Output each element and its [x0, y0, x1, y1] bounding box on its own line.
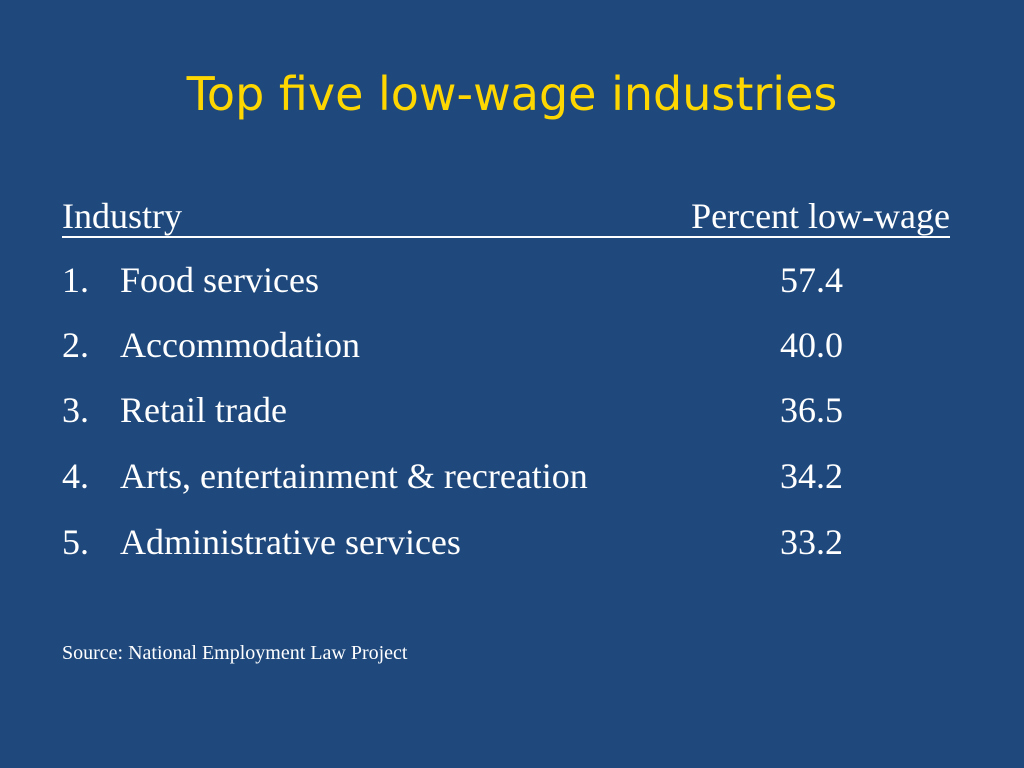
- row-industry: Retail trade: [120, 390, 287, 430]
- header-industry: Industry: [62, 196, 182, 236]
- table-header: Industry Percent low-wage: [62, 196, 950, 238]
- row-percent: 34.2: [780, 456, 843, 496]
- table-row: 1. Food services 57.4: [62, 260, 962, 300]
- source-citation: Source: National Employment Law Project: [62, 642, 408, 664]
- row-industry: Accommodation: [120, 325, 360, 365]
- row-industry: Administrative services: [120, 522, 461, 562]
- row-number: 3.: [62, 390, 89, 430]
- row-industry: Food services: [120, 260, 319, 300]
- table-row: 4. Arts, entertainment & recreation 34.2: [62, 456, 962, 496]
- row-percent: 57.4: [780, 260, 843, 300]
- row-number: 4.: [62, 456, 89, 496]
- slide-title: Top five low-wage industries: [186, 67, 838, 121]
- row-percent: 36.5: [780, 390, 843, 430]
- row-number: 2.: [62, 325, 89, 365]
- row-industry: Arts, entertainment & recreation: [120, 456, 588, 496]
- header-percent-low-wage: Percent low-wage: [691, 196, 950, 236]
- table-row: 5. Administrative services 33.2: [62, 522, 962, 562]
- row-number: 1.: [62, 260, 89, 300]
- table-row: 3. Retail trade 36.5: [62, 390, 962, 430]
- row-percent: 33.2: [780, 522, 843, 562]
- row-number: 5.: [62, 522, 89, 562]
- table-row: 2. Accommodation 40.0: [62, 325, 962, 365]
- row-percent: 40.0: [780, 325, 843, 365]
